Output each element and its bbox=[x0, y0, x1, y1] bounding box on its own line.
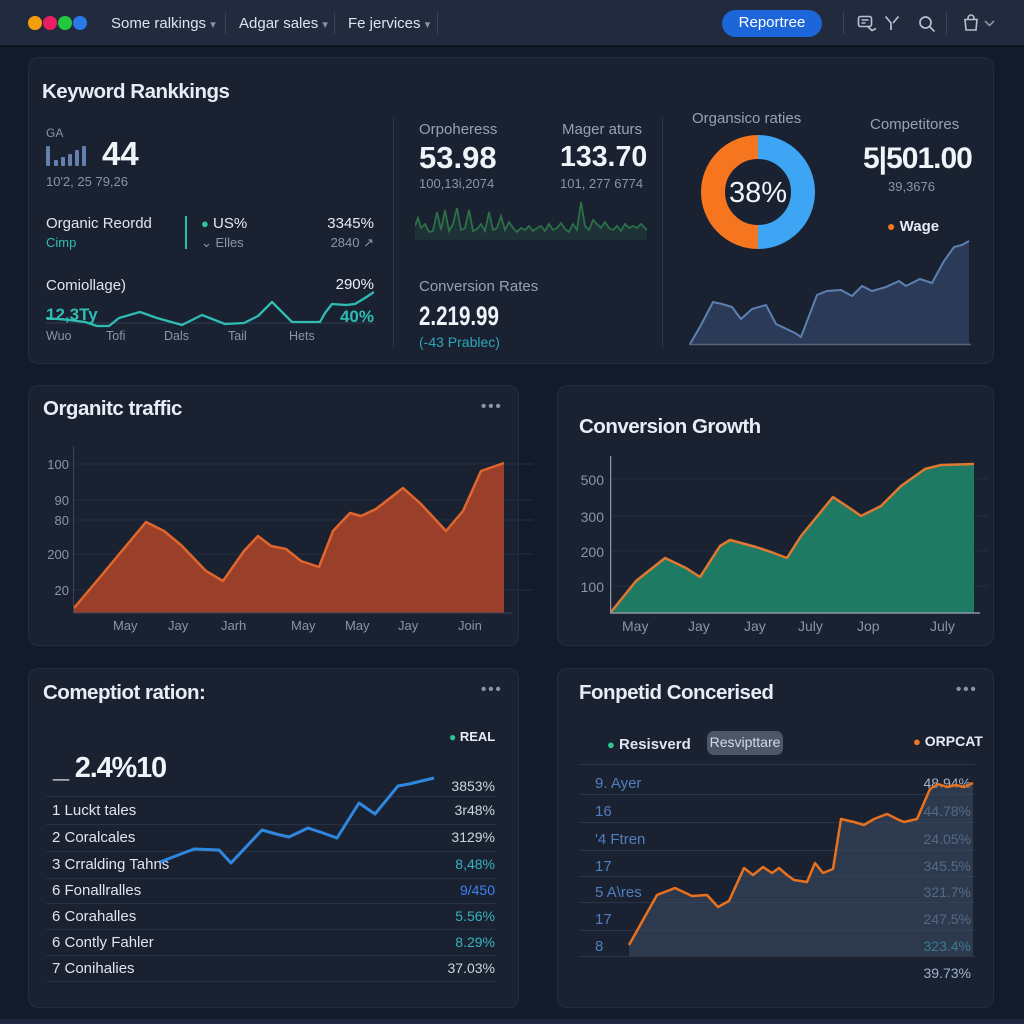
svg-text:38%: 38% bbox=[729, 177, 787, 209]
